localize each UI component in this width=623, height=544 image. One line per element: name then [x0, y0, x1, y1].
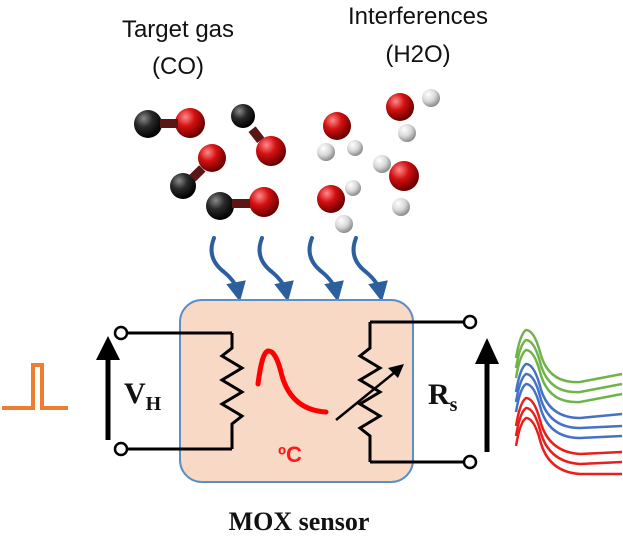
- response-curve-red: [514, 416, 622, 476]
- sensing-terminal-top: [462, 314, 478, 330]
- response-curve-blue: [514, 372, 623, 430]
- interferences-label: Interferences: [348, 3, 488, 30]
- heater-resistor-icon: [219, 333, 245, 449]
- response-curve-red: [514, 396, 623, 456]
- co-molecules: [134, 104, 286, 220]
- temperature-profile-curve: [255, 348, 329, 415]
- co-molecule-icon: [134, 108, 205, 138]
- co-molecule-icon: [231, 104, 286, 166]
- heater-voltage-label: VH: [124, 377, 162, 415]
- response-curves: [514, 328, 623, 476]
- co-molecule-icon: [170, 144, 226, 199]
- heater-terminal-top: [113, 325, 129, 341]
- sensing-circuit: [335, 320, 470, 464]
- response-curve-green: [514, 348, 623, 404]
- gas-flow-arrow-icon: [307, 236, 344, 302]
- heater-circuit: [121, 331, 245, 451]
- sensor-name-label: MOX sensor: [229, 507, 370, 536]
- sensor-box: [179, 299, 414, 483]
- response-curve-green: [514, 328, 623, 384]
- sensing-terminal-bottom: [462, 454, 478, 470]
- heater-terminal-bottom: [113, 441, 129, 457]
- gas-flow-arrow-icon: [209, 236, 246, 302]
- temperature-unit-label: ºC: [278, 442, 302, 467]
- variable-resistor-icon: [357, 322, 383, 462]
- h2o-molecules: [317, 89, 440, 233]
- h2o-molecule-icon: [373, 155, 419, 216]
- response-curve-blue: [514, 362, 623, 420]
- response-curve-green: [514, 338, 623, 394]
- target-gas-formula: (CO): [152, 53, 204, 80]
- co-molecule-icon: [206, 187, 279, 220]
- interferences-formula: (H2O): [385, 41, 450, 68]
- target-gas-label: Target gas: [122, 16, 234, 43]
- gas-flow-arrow-icon: [257, 236, 294, 302]
- gas-flow-arrow-icon: [351, 236, 388, 302]
- sensor-resistance-label: Rs: [428, 378, 458, 416]
- heater-pulse-waveform: [2, 363, 68, 410]
- h2o-molecule-icon: [317, 112, 363, 161]
- gas-flow-arrows: [209, 236, 388, 302]
- h2o-molecule-icon: [317, 180, 361, 233]
- response-curve-red: [514, 406, 623, 466]
- h2o-molecule-icon: [386, 89, 440, 142]
- response-curve-blue: [514, 382, 623, 440]
